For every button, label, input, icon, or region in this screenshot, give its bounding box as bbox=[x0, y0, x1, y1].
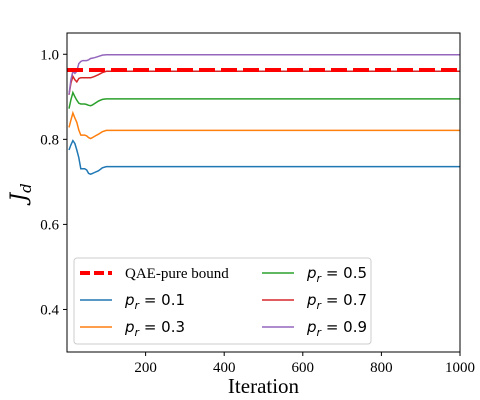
x-axis-label: Iteration bbox=[228, 374, 300, 398]
y-tick-label: 0.4 bbox=[40, 302, 59, 318]
x-tick-label: 200 bbox=[134, 360, 157, 376]
x-tick-label: 400 bbox=[213, 360, 236, 376]
legend-label-3: pr = 0.5 bbox=[306, 264, 367, 285]
series-line-3 bbox=[68, 90, 460, 109]
y-axis: 0.4 0.6 0.8 1.0 bbox=[40, 47, 67, 318]
legend-label-5: pr = 0.9 bbox=[306, 318, 367, 339]
legend-label-2: pr = 0.3 bbox=[124, 318, 185, 339]
legend: QAE-pure bound pr = 0.1 pr = 0.3 pr = 0.5 pr… bbox=[73, 257, 372, 345]
y-tick-label: 0.8 bbox=[40, 132, 59, 148]
legend-box bbox=[73, 257, 372, 345]
x-tick-label: 600 bbox=[292, 360, 315, 376]
series-line-2 bbox=[68, 110, 460, 140]
plot-frame bbox=[66, 32, 461, 353]
y-axis-label: Jd bbox=[7, 183, 35, 205]
series-line-5 bbox=[68, 53, 460, 95]
legend-label-1: pr = 0.1 bbox=[124, 291, 185, 312]
legend-label-4: pr = 0.7 bbox=[306, 291, 367, 312]
series-line-1 bbox=[68, 139, 460, 176]
plot-lines bbox=[67, 53, 460, 176]
x-tick-label: 1000 bbox=[445, 360, 475, 376]
x-axis: 200 400 600 800 1000 bbox=[134, 352, 475, 376]
series-line-4 bbox=[68, 70, 460, 95]
y-tick-label: 1.0 bbox=[40, 47, 59, 63]
y-tick-label: 0.6 bbox=[40, 217, 59, 233]
x-tick-label: 800 bbox=[370, 360, 393, 376]
legend-bound-label: QAE-pure bound bbox=[125, 266, 229, 282]
